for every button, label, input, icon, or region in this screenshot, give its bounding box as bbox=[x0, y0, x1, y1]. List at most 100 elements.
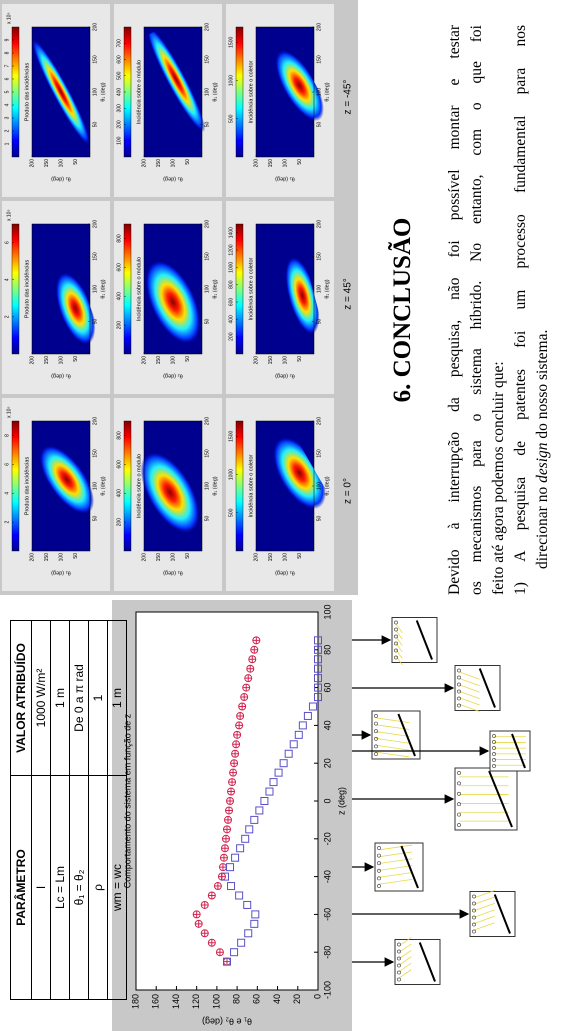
y-tick-label: 100 bbox=[282, 356, 288, 365]
y-tick-label: 150 bbox=[156, 159, 162, 168]
x-tick-label: 50 bbox=[92, 516, 98, 522]
point bbox=[232, 750, 239, 757]
y-axis-label: θ₂ (deg) bbox=[275, 373, 295, 379]
cell: De 0 a π rad bbox=[70, 621, 89, 776]
x-tick-label: 50 bbox=[316, 122, 322, 128]
y-axis-label: θ₂ (deg) bbox=[163, 176, 183, 182]
colorbar-label: 500 bbox=[116, 71, 122, 80]
x-tick-label: 150 bbox=[92, 252, 98, 261]
y-axis-label: θ₂ (deg) bbox=[275, 176, 295, 182]
text: do nosso sistema. bbox=[534, 330, 551, 439]
y-tick-label: 200 bbox=[141, 553, 147, 562]
y-tick-label: 150 bbox=[268, 553, 274, 562]
y-tick-label: 50 bbox=[73, 159, 79, 165]
point bbox=[247, 665, 254, 672]
x-tick-label: 150 bbox=[316, 252, 322, 261]
colorbar-label: 600 bbox=[116, 55, 122, 64]
point bbox=[231, 760, 238, 767]
heatmap-title: Produto das incidências bbox=[24, 260, 30, 319]
system-diagram bbox=[455, 666, 500, 712]
heatmap-title: Produto das incidências bbox=[24, 457, 30, 516]
point bbox=[201, 930, 208, 937]
conclusion: 6. CONCLUSÃO Devido à interrupção da pes… bbox=[392, 25, 554, 595]
x-axis-label: θ₁ (deg) bbox=[212, 279, 218, 298]
colorbar-label: 600 bbox=[228, 298, 234, 307]
point bbox=[220, 854, 227, 861]
x-tick-label: 150 bbox=[92, 55, 98, 64]
x-tick-label: 200 bbox=[316, 23, 322, 32]
heatmap-title: Incidência sobre o coletor bbox=[248, 61, 254, 124]
colorbar bbox=[124, 224, 131, 354]
point bbox=[225, 816, 232, 823]
y-tick-label: 150 bbox=[44, 356, 50, 365]
y-axis-label: θ₂ (deg) bbox=[163, 373, 183, 379]
y-tick-label: 200 bbox=[253, 159, 259, 168]
cell: 1 m bbox=[51, 621, 70, 776]
x-tick-label: 200 bbox=[316, 220, 322, 229]
x-tick-label: 200 bbox=[204, 220, 210, 229]
x-tick-label: 50 bbox=[204, 516, 210, 522]
y-tick-label: 200 bbox=[29, 159, 35, 168]
x-tick-label: 200 bbox=[204, 417, 210, 426]
point bbox=[236, 722, 243, 729]
colorbar-label: 200 bbox=[116, 120, 122, 129]
rotated-page: Comportamento do sistema em função de z … bbox=[0, 0, 581, 1031]
colorbar-label: 400 bbox=[116, 88, 122, 97]
colorbar bbox=[124, 421, 131, 551]
x-tick-label: 200 bbox=[92, 220, 98, 229]
cell: ρ bbox=[89, 776, 108, 1000]
heatmap-title: Incidência sobre o módulo bbox=[136, 60, 142, 124]
colorbar-label: 300 bbox=[116, 104, 122, 113]
y-tick-label: 160 bbox=[151, 994, 161, 1009]
colorbar-label: 200 bbox=[116, 518, 122, 527]
cell: Lc = Lm bbox=[51, 776, 70, 1000]
column-label: z = 0° bbox=[343, 478, 354, 504]
y-tick-label: 50 bbox=[73, 356, 79, 362]
column-label: z = 45° bbox=[343, 278, 354, 310]
page: Comportamento do sistema em função de z … bbox=[0, 0, 581, 1031]
y-tick-label: 50 bbox=[297, 553, 303, 559]
colorbar-label: 1500 bbox=[228, 431, 234, 442]
y-axis-label: θ₁ e θ₂ (deg) bbox=[202, 1017, 252, 1027]
colorbar bbox=[236, 421, 243, 551]
heatmap-title: Incidência sobre o coletor bbox=[248, 455, 254, 518]
y-tick-label: 150 bbox=[156, 356, 162, 365]
x-tick-label: 100 bbox=[92, 285, 98, 294]
heatmap-title: Incidência sobre o coletor bbox=[248, 258, 254, 321]
colorbar-label: 1000 bbox=[228, 262, 234, 273]
point bbox=[208, 892, 215, 899]
x-axis-label: θ₁ (deg) bbox=[324, 476, 330, 495]
colorbar-label: 500 bbox=[228, 508, 234, 517]
x-axis-label: θ₁ (deg) bbox=[100, 279, 106, 298]
colorbar-label: 700 bbox=[116, 39, 122, 48]
table-row: Lc = Lm1 m bbox=[51, 621, 70, 1000]
x-tick-label: -100 bbox=[322, 981, 332, 999]
y-tick-label: 50 bbox=[185, 159, 191, 165]
point bbox=[241, 694, 248, 701]
point bbox=[228, 788, 235, 795]
x-axis-label: θ₁ (deg) bbox=[212, 82, 218, 101]
system-diagram bbox=[375, 843, 423, 891]
colorbar-exponent: x 10⁵ bbox=[6, 406, 12, 418]
x-tick-label: 100 bbox=[322, 604, 332, 619]
system-diagram bbox=[392, 618, 437, 665]
point bbox=[214, 883, 221, 890]
colorbar-label: 1000 bbox=[228, 469, 234, 480]
x-tick-label: 50 bbox=[92, 319, 98, 325]
text-line: os mecanismos para o sistema híbrido. No… bbox=[466, 25, 488, 595]
colorbar-exponent: x 10⁵ bbox=[6, 209, 12, 221]
colorbar bbox=[12, 421, 19, 551]
y-tick-label: 100 bbox=[211, 994, 221, 1009]
colorbar-label: 800 bbox=[116, 234, 122, 243]
colorbar-label: 400 bbox=[228, 315, 234, 324]
colorbar-label: 6 bbox=[4, 463, 10, 466]
y-axis-label: θ₂ (deg) bbox=[163, 570, 183, 576]
table-row: θ₁ = θ₂De 0 a π rad bbox=[70, 621, 89, 1000]
heatmap-title: Produto das incidências bbox=[24, 63, 30, 122]
y-tick-label: 50 bbox=[185, 553, 191, 559]
colorbar-label: 400 bbox=[116, 489, 122, 498]
point bbox=[226, 807, 233, 814]
colorbar-label: 9 bbox=[4, 38, 10, 41]
system-diagram bbox=[470, 891, 515, 937]
heatmap-title: Incidência sobre o módulo bbox=[136, 257, 142, 321]
